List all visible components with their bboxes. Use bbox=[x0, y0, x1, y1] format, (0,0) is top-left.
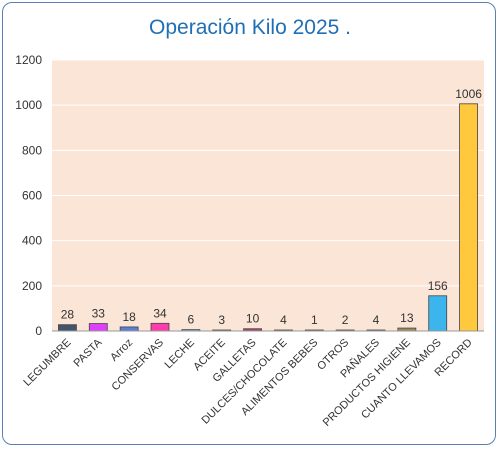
data-label: 4 bbox=[373, 313, 380, 327]
bar bbox=[119, 326, 139, 332]
data-label: 4 bbox=[280, 313, 287, 327]
category-label: LEGUMBRE bbox=[21, 337, 73, 389]
y-tick-label: 800 bbox=[22, 143, 42, 157]
y-tick-label: 600 bbox=[22, 189, 42, 203]
bar bbox=[58, 324, 77, 332]
data-label: 34 bbox=[153, 306, 167, 320]
data-label: 1 bbox=[311, 313, 318, 327]
bars bbox=[58, 103, 478, 332]
bar bbox=[88, 323, 108, 332]
data-label: 3 bbox=[218, 313, 225, 327]
category-label: PASTA bbox=[72, 336, 105, 369]
y-tick-label: 1000 bbox=[15, 98, 42, 112]
data-label: 2 bbox=[342, 313, 349, 327]
category-label: Arroz bbox=[108, 337, 135, 364]
value-labels: 28 33 18 34 6 3 10 4 1 2 4 13 156 1006 bbox=[61, 87, 482, 327]
bar bbox=[428, 295, 448, 332]
data-label: 33 bbox=[92, 307, 106, 321]
data-label: 1006 bbox=[455, 87, 482, 101]
y-axis: 0 200 400 600 800 1000 1200 bbox=[15, 53, 42, 338]
data-label: 10 bbox=[246, 312, 260, 326]
chart-title: Operación Kilo 2025 . bbox=[149, 16, 351, 39]
y-tick-label: 1200 bbox=[15, 53, 42, 67]
data-label: 18 bbox=[122, 310, 136, 324]
y-tick-label: 200 bbox=[22, 279, 42, 293]
bar bbox=[150, 322, 170, 332]
data-label: 13 bbox=[400, 311, 414, 325]
data-label: 6 bbox=[188, 313, 195, 327]
y-tick-label: 0 bbox=[35, 324, 42, 338]
data-label: 28 bbox=[61, 308, 75, 322]
grid-lines bbox=[52, 59, 484, 287]
y-tick-label: 400 bbox=[22, 234, 42, 248]
data-label: 156 bbox=[428, 279, 448, 293]
bar bbox=[459, 103, 478, 332]
